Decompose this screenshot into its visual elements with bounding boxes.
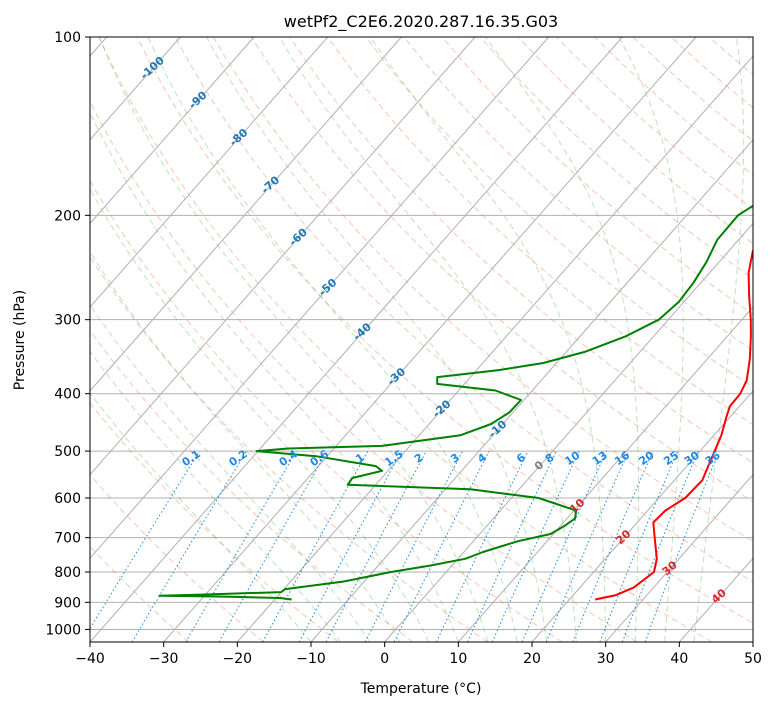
y-tick-label: 200 [54,208,81,224]
dry-adiabat-line [212,37,753,542]
moist-adiabat-line [90,350,341,642]
isotherm-line [457,306,753,642]
dewpoint-profile-line [158,204,753,601]
isotherm-line [605,473,753,642]
mixing-ratio-line [90,450,200,630]
mixing-ratio-line [393,450,490,642]
isotherm-line [163,37,697,642]
y-tick-label: 300 [54,313,81,329]
profile-lines [158,204,753,601]
isotherm-line [90,37,329,308]
x-axis-label: Temperature (°C) [360,681,482,697]
dry-adiabat-line [327,37,753,426]
moist-adiabat-line [369,37,607,642]
moist-adiabat-line [618,37,684,642]
moist-adiabat-line [147,37,518,642]
mixing-ratio-line [364,450,463,642]
moist-adiabats [90,37,745,642]
dry-adiabat-line [174,37,753,583]
isotherm-line [90,37,402,392]
isotherm-line [310,138,753,642]
y-tick-label: 400 [54,387,81,403]
x-tick-label: 10 [449,651,467,667]
moist-adiabat-line [484,37,639,642]
isotherm-line [236,55,753,642]
x-tick-label: −40 [75,651,105,667]
y-tick-label: 800 [54,565,81,581]
y-tick-label: 500 [54,444,81,460]
mixing-ratio-line [298,450,402,642]
moist-adiabat-line [278,37,577,642]
y-tick-label: 600 [54,491,81,507]
dry-adiabat-line [90,474,264,642]
isotherm-line [90,37,181,141]
x-tick-label: 40 [670,651,688,667]
mixing-ratio-lines [90,450,720,642]
dry-adiabat-line [250,37,753,503]
moist-adiabat-line [206,37,548,642]
dry-adiabat-line [90,402,339,642]
dry-adiabat-line [289,37,753,464]
dry-adiabat-line [136,37,753,624]
moist-adiabat-line [90,303,371,642]
x-tick-label: 0 [380,651,389,667]
dry-adiabat-line [90,179,563,642]
mixing-ratio-line [599,450,679,642]
isotherm-line [531,390,753,642]
y-tick-label: 100 [54,30,81,46]
mixing-ratio-line [572,450,654,642]
moist-adiabat-line [693,37,745,642]
isotherm-line [90,37,255,225]
x-tick-label: 30 [597,651,615,667]
x-tick-label: −10 [296,651,326,667]
mixing-ratio-line [521,450,608,642]
y-tick-label: 700 [54,531,81,547]
isotherm-line [90,37,550,560]
plot-frame [89,36,754,643]
y-axis: 100 200 300 400 500 600 700 800 900 1000 [45,30,90,638]
mixing-ratio-line [545,450,630,642]
dry-adiabat-line [98,37,712,642]
chart-title: wetPf2_C2E6.2020.287.16.35.G03 [284,12,558,32]
x-axis: −40 −30 −20 −10 0 10 20 30 40 50 [75,642,762,667]
x-tick-label: 50 [744,651,762,667]
mixing-ratio-line [644,450,720,642]
x-tick-label: −30 [149,651,179,667]
mixing-ratio-line [262,450,369,642]
y-axis-label: Pressure (hPa) [12,290,28,390]
moist-adiabat-line [90,111,459,642]
isotherm-grid [90,37,753,642]
isotherm-line [384,222,753,642]
dry-adiabat-line [90,256,488,642]
mixing-ratio-line [218,450,328,642]
dry-adiabat-line [90,545,190,642]
isotherm-line [90,37,623,642]
temperature-profile-line [594,249,753,601]
x-tick-label: −20 [223,651,253,667]
y-tick-label: 900 [54,595,81,611]
x-tick-label: 20 [523,651,541,667]
y-tick-label: 1000 [45,622,81,638]
moist-adiabat-line [90,250,400,642]
isotherm-line [90,37,476,476]
mixing-ratio-line [621,450,699,642]
isobar-grid [90,37,753,630]
